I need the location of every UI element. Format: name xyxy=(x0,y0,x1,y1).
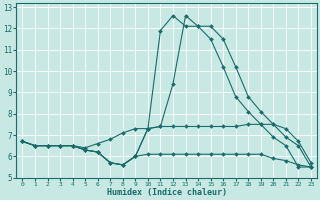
X-axis label: Humidex (Indice chaleur): Humidex (Indice chaleur) xyxy=(107,188,227,197)
